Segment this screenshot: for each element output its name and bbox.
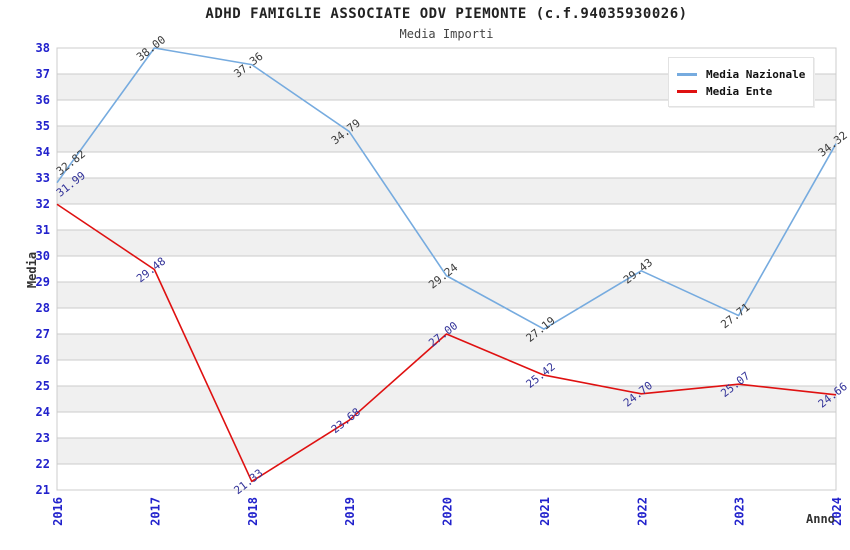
x-tick-label: 2021: [538, 497, 552, 526]
value-label: 21.33: [231, 467, 265, 498]
y-tick-label: 34: [36, 145, 50, 159]
y-tick-label: 32: [36, 197, 50, 211]
y-tick-label: 37: [36, 67, 50, 81]
legend-label: Media Nazionale: [706, 67, 806, 81]
y-tick-label: 30: [36, 249, 50, 263]
line-swatch-icon: [677, 72, 697, 76]
y-tick-label: 31: [36, 223, 50, 237]
plot-band: [57, 438, 836, 464]
chart-subtitle: Media Importi: [399, 27, 494, 41]
x-tick-label: 2018: [246, 497, 260, 526]
y-tick-label: 23: [36, 431, 50, 445]
y-tick-label: 28: [36, 301, 50, 315]
series-line: [56, 47, 837, 330]
line-swatch-icon: [677, 89, 697, 93]
x-tick-label: 2022: [635, 497, 649, 526]
chart-title: ADHD FAMIGLIE ASSOCIATE ODV PIEMONTE (c.…: [205, 6, 688, 22]
y-tick-label: 26: [36, 353, 50, 367]
legend: Media Nazionale Media Ente: [668, 57, 814, 107]
series-line: [56, 203, 837, 483]
plot-band: [57, 282, 836, 308]
x-axis-title: Anno: [806, 512, 835, 526]
legend-item-media-nazionale: Media Nazionale: [677, 66, 805, 82]
y-tick-label: 35: [36, 119, 50, 133]
x-tick-label: 2016: [51, 497, 65, 526]
y-axis-title: Media: [25, 251, 39, 289]
y-tick-label: 25: [36, 379, 50, 393]
x-tick-label: 2019: [343, 497, 357, 526]
y-tick-label: 22: [36, 457, 50, 471]
plot-band: [57, 178, 836, 204]
x-tick-label: 2023: [733, 497, 747, 526]
x-tick-label: 2024: [830, 497, 844, 526]
y-tick-label: 24: [36, 405, 50, 419]
plot-border: [56, 47, 837, 491]
legend-label: Media Ente: [706, 84, 773, 98]
y-tick-label: 21: [36, 483, 50, 497]
plot-band: [57, 126, 836, 152]
plot-band: [57, 386, 836, 412]
legend-item-media-ente: Media Ente: [677, 83, 805, 99]
y-tick-label: 36: [36, 93, 50, 107]
y-tick-label: 33: [36, 171, 50, 185]
plot-band: [57, 230, 836, 256]
y-tick-label: 38: [36, 41, 50, 55]
x-tick-label: 2020: [441, 497, 455, 526]
y-tick-label: 29: [36, 275, 50, 289]
y-tick-label: 27: [36, 327, 50, 341]
x-tick-label: 2017: [148, 497, 162, 526]
